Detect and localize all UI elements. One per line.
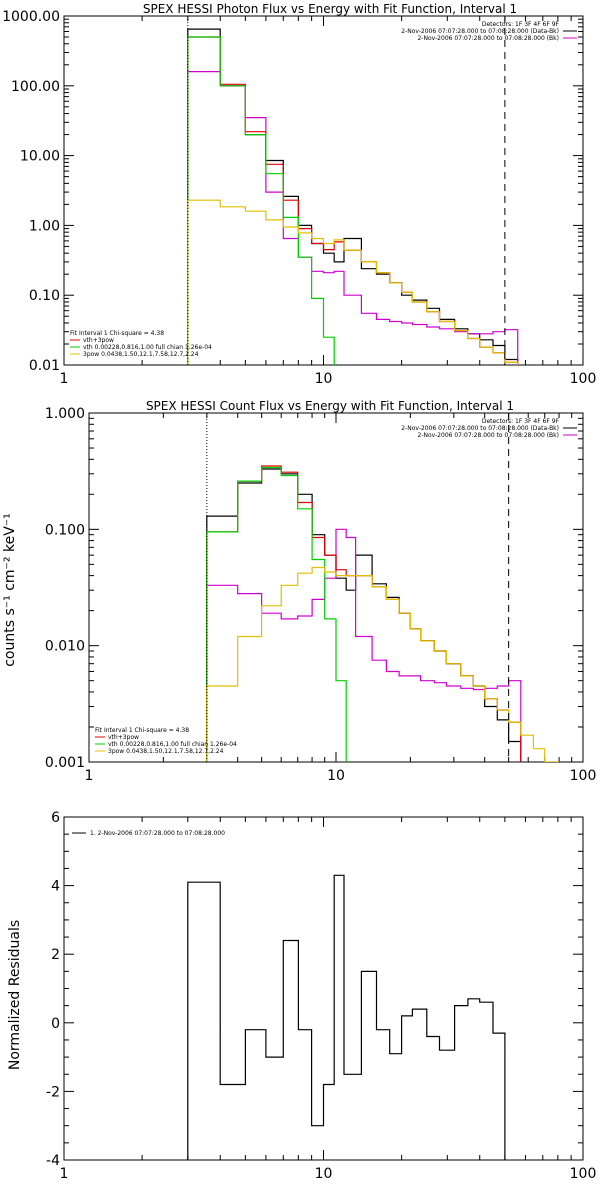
count-flux-ylabel: counts s⁻¹ cm⁻² keV⁻¹ [2, 513, 18, 667]
resid-series-1 [187, 874, 506, 1160]
photon-x-tick-label: 1 [60, 371, 69, 387]
count-y-tick-label: 0.100 [45, 522, 85, 538]
photon-series-3pow [187, 199, 532, 365]
photon-y-tick-label: 0.01 [29, 358, 60, 374]
photon-legend-fit-entry: vth 0.00228,0.816,1.00 full chian 1.26e-… [83, 344, 212, 351]
photon-y-tick-label: 0.10 [29, 288, 60, 304]
photon-y-tick-label: 1.00 [29, 218, 60, 234]
photon-x-tick-label: 100 [570, 371, 597, 387]
resid-legend-entry: 1. 2-Nov-2006 07:07:28.000 to 07:08:28.0… [90, 830, 225, 837]
count-legend-fit-entry: vth+3pow [108, 734, 139, 741]
count-legend-fit-entry: vth 0.00228,0.816,1.00 full chian 1.26e-… [108, 741, 237, 748]
count-x-tick-label: 10 [327, 768, 345, 784]
count-legend-top-entry: 2-Nov-2006 07:07:28.000 to 07:08:28.000 … [417, 432, 559, 439]
photon-legend-fit-title: Fit Interval 1 Chi-square = 4.38 [70, 330, 164, 337]
photon-legend-fit-entry: 3pow 0.0438,1.50,12.1,7.58,12.7,2.24 [83, 351, 199, 358]
photon-y-tick-label: 10.00 [20, 149, 60, 165]
resid-y-tick-label: 4 [51, 879, 60, 895]
count-x-tick-label: 1 [85, 768, 94, 784]
photon-legend-top-entry: 2-Nov-2006 07:07:28.000 to 07:08:28.000 … [417, 35, 559, 42]
count-series-2nov2006 [206, 528, 522, 762]
photon-series-group [187, 28, 532, 365]
count-legend-top-entry: Detectors: 1F 3F 4F 6F 9F [482, 418, 560, 425]
photon-series-vth [187, 36, 345, 365]
count-series-3pow [206, 566, 560, 762]
count-legend-fit-entry: 3pow 0.0438,1.50,12.1,7.58,12.7,2.24 [108, 748, 224, 755]
photon-series-2nov2006 [187, 28, 519, 365]
count-x-tick-label: 100 [570, 768, 597, 784]
count-series-group [206, 465, 560, 762]
photon-series-2nov2006 [187, 71, 519, 365]
residuals-ylabel: Normalized Residuals [7, 920, 23, 1070]
count-series-vth [206, 466, 357, 762]
count-legend-top-entry: 2-Nov-2006 07:07:28.000 to 07:08:28.000 … [401, 425, 559, 432]
resid-y-tick-label: -4 [46, 1153, 60, 1169]
resid-x-tick-label: 1 [60, 1166, 69, 1182]
photon-y-tick-label: 100.00 [11, 79, 60, 95]
count-series-2nov2006 [206, 468, 522, 762]
photon-x-tick-label: 10 [315, 371, 333, 387]
resid-series-group [187, 874, 506, 1160]
resid-y-tick-label: 6 [51, 810, 60, 826]
resid-y-tick-label: -2 [46, 1084, 60, 1100]
photon-legend-top-entry: Detectors: 1F 3F 4F 6F 9F [482, 21, 560, 28]
count-series-vth3pow [206, 465, 522, 762]
photon-flux-title: SPEX HESSI Photon Flux vs Energy with Fi… [143, 2, 517, 16]
photon-legend-fit-entry: vth+3pow [83, 337, 114, 344]
photon-legend-top-entry: 2-Nov-2006 07:07:28.000 to 07:08:28.000 … [401, 28, 559, 35]
resid-x-tick-label: 100 [570, 1166, 597, 1182]
count-y-tick-label: 0.001 [45, 755, 85, 771]
count-y-tick-label: 1.000 [45, 406, 85, 422]
photon-y-tick-label: 1000.00 [2, 9, 60, 25]
resid-y-tick-label: 0 [51, 1016, 60, 1032]
count-legend-fit-title: Fit Interval 1 Chi-square = 4.38 [95, 727, 189, 734]
resid-y-tick-label: 2 [51, 947, 60, 963]
count-flux-title: SPEX HESSI Count Flux vs Energy with Fit… [146, 399, 514, 413]
resid-x-tick-label: 10 [315, 1166, 333, 1182]
count-y-tick-label: 0.010 [45, 639, 85, 655]
